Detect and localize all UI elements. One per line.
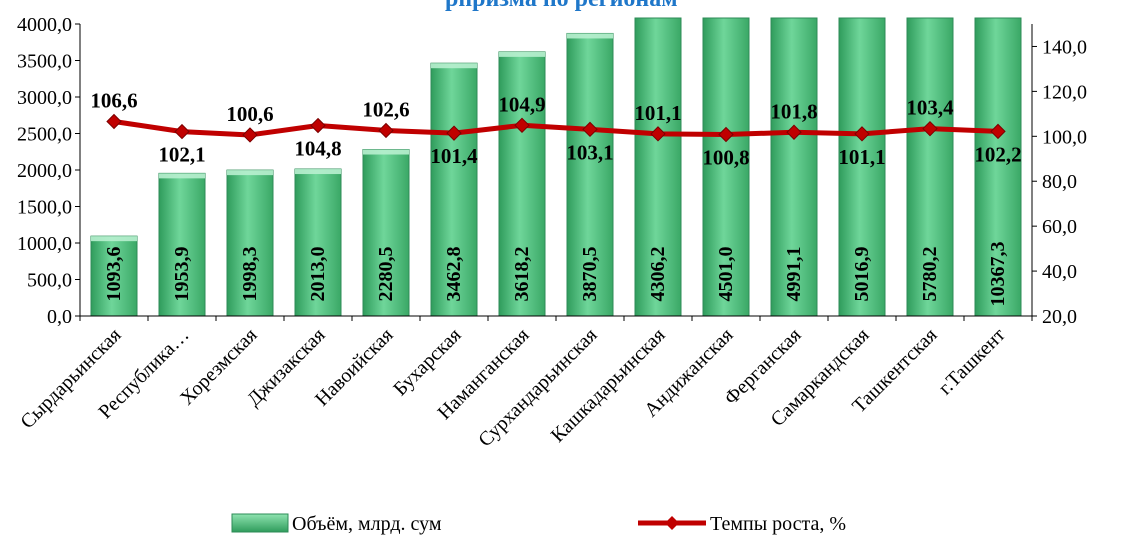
line-value-label: 101,1	[634, 101, 681, 125]
bar-value-label: 2280,5	[375, 247, 397, 302]
bar-value-label: 1953,9	[171, 247, 193, 302]
line-value-label: 106,6	[90, 88, 137, 112]
bar-value-label: 4306,2	[647, 247, 669, 302]
y-left-tick-label: 500,0	[27, 270, 72, 292]
x-tick-label: г.Ташкент	[934, 324, 1009, 399]
line-value-label: 103,1	[566, 140, 613, 164]
y-right-tick-label: 100,0	[1042, 126, 1087, 148]
bar-cap	[499, 51, 545, 57]
bar-value-label: 2013,0	[307, 247, 329, 302]
bar-cap	[431, 63, 477, 69]
y-right-tick-label: 40,0	[1042, 261, 1077, 283]
y-left-tick-label: 4000,0	[17, 14, 72, 36]
line-marker	[718, 126, 734, 143]
bar-value-label: 10367,3	[987, 242, 1009, 307]
x-tick-label: Кашкадарьинская	[547, 324, 670, 447]
y-left-tick-label: 0,0	[47, 306, 72, 328]
bar	[906, 17, 954, 317]
growth-line	[113, 119, 999, 138]
line-value-label: 103,4	[906, 96, 954, 120]
line-value-label: 102,6	[362, 97, 409, 121]
bar-value-label: 5016,9	[851, 247, 873, 302]
bar-series: 1093,6 1953,9 1998,3 2013,0 2280,5 3462,8 3618…	[90, 17, 1022, 317]
legend-bar-label: Объём, млрд. сум	[292, 513, 442, 535]
line-marker	[378, 122, 394, 139]
line-marker	[242, 127, 258, 143]
line-marker	[990, 123, 1006, 140]
line-marker	[650, 126, 666, 142]
line-marker	[514, 117, 530, 134]
y-left-tick-label: 2500,0	[17, 124, 72, 146]
line-value-label: 101,4	[430, 144, 478, 168]
line-marker	[310, 117, 326, 134]
bar	[498, 51, 546, 317]
data-labels: 106,6 102,1 100,6 104,8 102,6 101,4 104,9 103,1…	[90, 88, 1021, 169]
line-value-label: 102,2	[974, 142, 1021, 166]
bar-value-label: 1998,3	[239, 247, 261, 302]
chart-title: рпризма по регионам	[445, 0, 678, 13]
bar-value-label: 3870,5	[579, 247, 601, 302]
bar-cap	[91, 236, 137, 242]
legend: Объём, млрд. сум Темпы роста, %	[231, 513, 846, 535]
bar-cap	[295, 169, 341, 175]
bar	[430, 62, 478, 317]
y-right-tick-label: 120,0	[1042, 81, 1087, 103]
line-marker	[106, 113, 122, 130]
line-series	[106, 113, 1006, 143]
y-left-tick-label: 1000,0	[17, 233, 72, 255]
y-right-tick-label: 140,0	[1042, 36, 1087, 58]
line-value-label: 101,8	[770, 99, 817, 123]
bar	[566, 32, 614, 317]
line-marker	[786, 124, 802, 140]
bar	[634, 17, 682, 317]
y-right-tick-label: 80,0	[1042, 171, 1077, 193]
bar	[702, 17, 750, 317]
line-value-label: 101,1	[838, 145, 885, 169]
x-tick-label: Сурхандарьинская	[474, 324, 601, 451]
line-marker	[446, 125, 462, 141]
line-value-label: 104,8	[294, 137, 341, 161]
bar	[974, 17, 1022, 317]
y-left-tick-label: 3500,0	[17, 51, 72, 73]
line-value-label: 100,8	[702, 146, 749, 170]
bar-value-label: 4991,1	[783, 247, 805, 302]
line-marker	[582, 121, 598, 138]
legend-line-label: Темпы роста, %	[710, 513, 846, 535]
bar	[362, 149, 410, 317]
legend-bar-swatch	[231, 513, 289, 533]
line-value-label: 104,9	[498, 92, 545, 116]
line-marker	[174, 123, 190, 140]
bar-cap	[159, 173, 205, 179]
bar-cap	[567, 33, 613, 39]
bar	[90, 235, 138, 317]
bar	[770, 17, 818, 317]
bar-value-label: 5780,2	[919, 247, 941, 302]
bar-value-label: 4501,0	[715, 247, 737, 302]
y-left-tick-label: 3000,0	[17, 87, 72, 109]
bar	[158, 172, 206, 317]
bar	[226, 169, 274, 317]
y-left-tick-label: 1500,0	[17, 197, 72, 219]
bar-cap	[227, 170, 273, 176]
line-value-label: 102,1	[158, 143, 205, 167]
line-value-label: 100,6	[226, 102, 273, 126]
y-right-tick-label: 60,0	[1042, 216, 1077, 238]
y-left-tick-label: 2000,0	[17, 160, 72, 182]
bar-value-label: 3462,8	[443, 247, 465, 302]
bar-value-label: 1093,6	[103, 247, 125, 302]
bar-value-label: 3618,2	[511, 247, 533, 302]
line-marker	[854, 126, 870, 142]
y-right-tick-label: 20,0	[1042, 306, 1077, 328]
bar-cap	[363, 149, 409, 155]
line-marker	[922, 120, 938, 137]
legend-line-marker	[665, 516, 679, 530]
